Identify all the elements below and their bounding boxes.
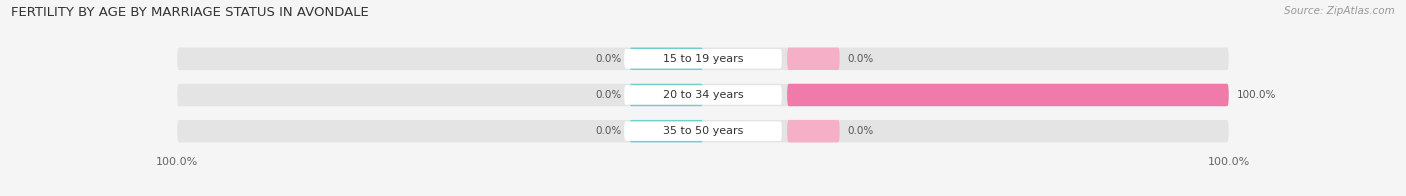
Text: 0.0%: 0.0% <box>595 54 621 64</box>
Text: FERTILITY BY AGE BY MARRIAGE STATUS IN AVONDALE: FERTILITY BY AGE BY MARRIAGE STATUS IN A… <box>11 6 368 19</box>
FancyBboxPatch shape <box>787 84 1229 106</box>
Text: 100.0%: 100.0% <box>1237 90 1277 100</box>
FancyBboxPatch shape <box>630 84 703 106</box>
FancyBboxPatch shape <box>624 85 782 105</box>
FancyBboxPatch shape <box>630 48 703 70</box>
Text: 0.0%: 0.0% <box>848 126 873 136</box>
Text: 20 to 34 years: 20 to 34 years <box>662 90 744 100</box>
FancyBboxPatch shape <box>177 120 1229 142</box>
FancyBboxPatch shape <box>787 120 839 142</box>
Text: 0.0%: 0.0% <box>595 126 621 136</box>
Text: 0.0%: 0.0% <box>848 54 873 64</box>
FancyBboxPatch shape <box>630 120 703 142</box>
Text: 15 to 19 years: 15 to 19 years <box>662 54 744 64</box>
Text: Source: ZipAtlas.com: Source: ZipAtlas.com <box>1284 6 1395 16</box>
FancyBboxPatch shape <box>177 84 1229 106</box>
FancyBboxPatch shape <box>624 49 782 69</box>
FancyBboxPatch shape <box>624 121 782 141</box>
FancyBboxPatch shape <box>787 48 839 70</box>
Text: 35 to 50 years: 35 to 50 years <box>662 126 744 136</box>
FancyBboxPatch shape <box>177 48 1229 70</box>
Text: 0.0%: 0.0% <box>595 90 621 100</box>
